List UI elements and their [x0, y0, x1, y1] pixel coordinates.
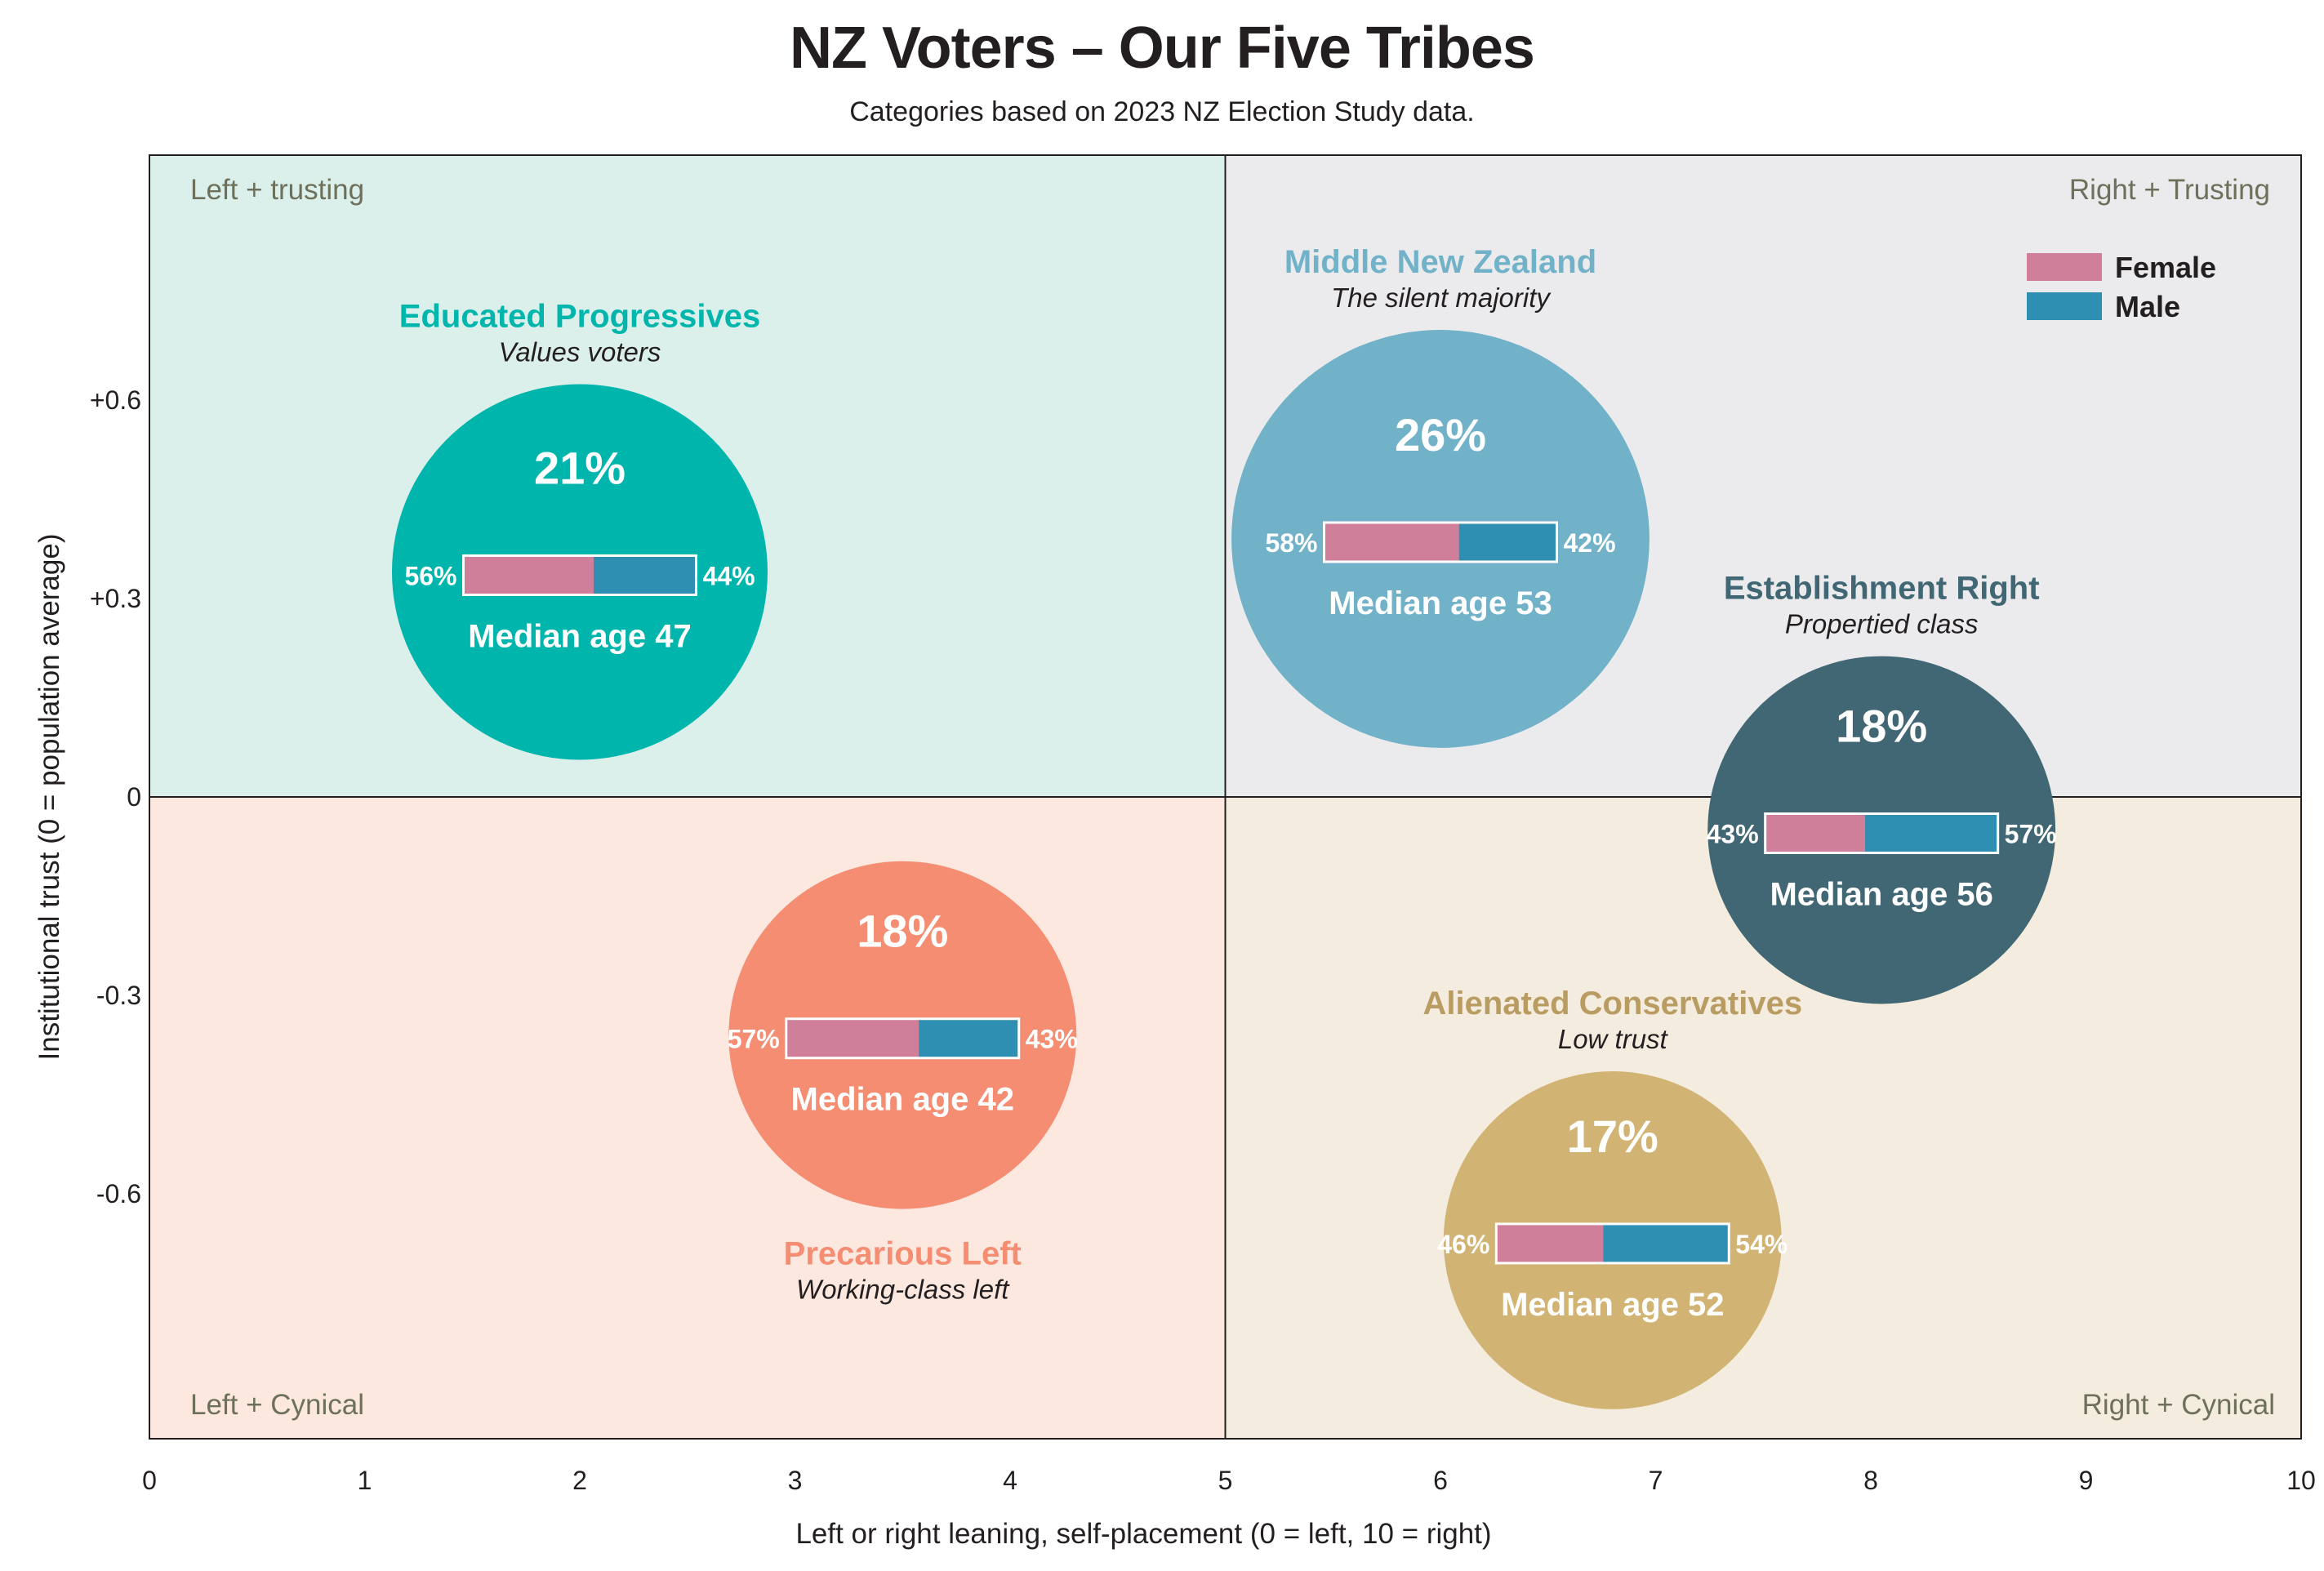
y-tick-label: +0.6 — [90, 385, 141, 415]
group-tagline: Low trust — [1558, 1024, 1669, 1054]
x-tick-label: 0 — [142, 1466, 157, 1495]
median-age-label: Median age 53 — [1329, 585, 1552, 621]
legend-label-female: Female — [2115, 251, 2216, 284]
male-bar — [1865, 813, 1998, 853]
group-tagline: Working-class left — [796, 1275, 1010, 1305]
x-tick-label: 5 — [1218, 1466, 1233, 1495]
male-share-label: 43% — [1026, 1025, 1078, 1054]
legend: Female Male — [2027, 251, 2216, 323]
x-tick-label: 9 — [2079, 1466, 2094, 1495]
group-name: Educated Progressives — [399, 298, 760, 334]
median-age-label: Median age 42 — [791, 1082, 1014, 1118]
male-share-label: 44% — [703, 561, 755, 590]
male-bar — [594, 555, 697, 595]
female-share-label: 56% — [404, 561, 456, 590]
female-share-label: 57% — [728, 1025, 780, 1054]
female-share-label: 43% — [1707, 820, 1759, 849]
legend-swatch-male — [2027, 292, 2102, 320]
male-bar — [1603, 1223, 1730, 1263]
x-tick-label: 1 — [358, 1466, 372, 1495]
group-tagline: Values voters — [499, 336, 661, 367]
x-axis-label: Left or right leaning, self-placement (0… — [795, 1518, 1491, 1550]
quadrant-label: Left + Cynical — [190, 1389, 364, 1421]
group-name: Middle New Zealand — [1284, 244, 1596, 280]
median-age-label: Median age 52 — [1501, 1287, 1724, 1323]
x-tick-label: 10 — [2286, 1466, 2316, 1495]
group-tagline: The silent majority — [1331, 283, 1552, 313]
gender-bar-outline — [1323, 521, 1558, 563]
female-share-label: 46% — [1437, 1230, 1489, 1259]
y-tick-label: -0.3 — [96, 981, 141, 1010]
x-tick-label: 8 — [1863, 1466, 1878, 1495]
female-share-label: 58% — [1265, 528, 1317, 558]
quadrant-left-cynical — [149, 797, 1226, 1439]
quadrant-label: Left + trusting — [190, 174, 364, 206]
x-tick-label: 3 — [788, 1466, 803, 1495]
gender-bar-outline — [1494, 1222, 1730, 1265]
share-label: 18% — [857, 906, 948, 957]
share-label: 26% — [1395, 409, 1486, 461]
median-age-label: Median age 47 — [468, 618, 691, 654]
y-tick-label: +0.3 — [90, 584, 141, 613]
quadrant-label: Right + Cynical — [2082, 1389, 2275, 1421]
chart-subtitle: Categories based on 2023 NZ Election Stu… — [849, 96, 1475, 127]
x-tick-label: 6 — [1433, 1466, 1448, 1495]
x-tick-label: 7 — [1649, 1466, 1663, 1495]
female-bar — [463, 555, 594, 595]
y-tick-label: -0.6 — [96, 1179, 141, 1208]
group-tagline: Propertied class — [1785, 609, 1979, 639]
y-tick-label: 0 — [127, 782, 141, 812]
x-tick-label: 2 — [572, 1466, 587, 1495]
gender-bar-outline — [1764, 812, 2000, 855]
legend-swatch-female — [2027, 253, 2102, 281]
male-share-label: 42% — [1564, 528, 1616, 558]
male-share-label: 57% — [2005, 820, 2057, 849]
gender-bar-outline — [462, 554, 697, 596]
share-label: 17% — [1567, 1110, 1658, 1162]
male-bar — [919, 1018, 1019, 1058]
female-bar — [1496, 1223, 1604, 1263]
quadrant-labels: Left + trusting Right + Trusting Left + Cy… — [190, 174, 2275, 1421]
median-age-label: Median age 56 — [1770, 877, 1992, 913]
female-bar — [786, 1018, 919, 1058]
quadrant-label: Right + Trusting — [2069, 174, 2270, 206]
share-label: 18% — [1836, 701, 1927, 752]
group-name: Precarious Left — [784, 1236, 1022, 1272]
share-label: 21% — [534, 442, 626, 493]
gender-bar-outline — [785, 1017, 1021, 1060]
x-tick-label: 4 — [1003, 1466, 1017, 1495]
legend-label-male: Male — [2115, 290, 2180, 323]
male-bar — [1458, 522, 1557, 562]
group-name: Alienated Conservatives — [1422, 986, 1802, 1021]
female-bar — [1765, 813, 1866, 853]
axes: 0 1 2 3 4 5 6 7 8 9 10 +0.6 +0.3 0 -0.3 -0.6 Left or rig… — [33, 385, 2316, 1550]
male-share-label: 54% — [1735, 1230, 1788, 1259]
y-axis-label: Institutional trust (0 = population aver… — [33, 534, 65, 1061]
group-name: Establishment Right — [1724, 571, 2040, 607]
female-bar — [1324, 522, 1459, 562]
chart-title: NZ Voters – Our Five Tribes — [790, 16, 1535, 81]
